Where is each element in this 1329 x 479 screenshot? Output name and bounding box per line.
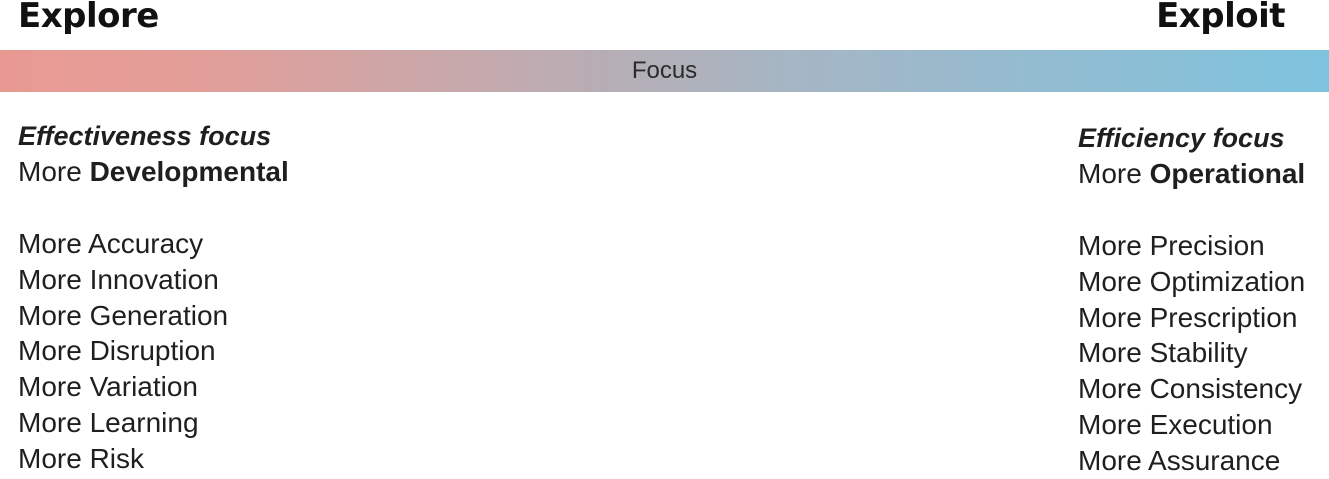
- developmental-subtitle: More Developmental: [18, 154, 289, 190]
- subtitle-prefix: More: [1078, 158, 1142, 189]
- list-item: More Learning: [18, 406, 199, 438]
- exploit-heading: Exploit: [1156, 0, 1285, 36]
- subtitle-bold: Developmental: [89, 156, 289, 187]
- list-item: More Consistency: [1078, 373, 1303, 405]
- list-item: More Disruption: [18, 335, 216, 367]
- list-item: More Generation: [18, 299, 229, 331]
- effectiveness-focus-title: Effectiveness focus: [18, 121, 272, 151]
- exploit-column: Efficiency focus More Operational More P…: [1078, 120, 1305, 479]
- subtitle-prefix: More: [18, 156, 82, 187]
- explore-heading: Explore: [18, 0, 159, 36]
- list-item: More Execution: [1078, 408, 1273, 440]
- list-item: More Stability: [1078, 337, 1248, 369]
- list-item: More Variation: [18, 371, 199, 403]
- explore-items-list: More Accuracy More Innovation More Gener…: [18, 226, 289, 477]
- focus-gradient-bar: Focus: [0, 50, 1329, 92]
- operational-subtitle: More Operational: [1078, 156, 1305, 192]
- list-item: More Prescription: [1078, 301, 1298, 333]
- subtitle-bold: Operational: [1149, 158, 1306, 189]
- efficiency-focus-title: Efficiency focus: [1078, 123, 1285, 153]
- list-item: More Optimization: [1078, 265, 1306, 297]
- focus-label: Focus: [631, 57, 698, 84]
- list-item: More Risk: [18, 442, 145, 474]
- list-item: More Accuracy: [18, 228, 204, 259]
- explore-column: Effectiveness focus More Developmental M…: [18, 118, 289, 477]
- list-item: More Innovation: [18, 263, 219, 295]
- list-item: More Precision: [1078, 230, 1265, 261]
- list-item: More Assurance: [1078, 444, 1281, 476]
- exploit-items-list: More Precision More Optimization More Pr…: [1078, 228, 1305, 479]
